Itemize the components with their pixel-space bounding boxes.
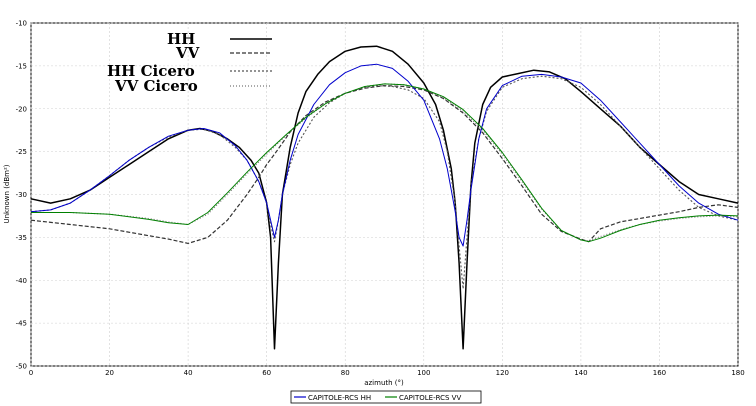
x-tick-label: 180 (731, 369, 744, 377)
x-tick-label: 120 (496, 369, 509, 377)
legend-capitole-hh-label: CAPITOLE-RCS HH (308, 394, 371, 402)
series-vv (30, 84, 739, 244)
x-tick-label: 80 (341, 369, 350, 377)
legend-vv-label: VV (175, 44, 200, 62)
y-tick-label: -10 (16, 20, 27, 28)
y-tick-label: -25 (16, 148, 27, 156)
y-tick-label: -35 (16, 234, 27, 242)
series-lines (30, 45, 739, 350)
x-tick-label: 40 (184, 369, 193, 377)
y-tick-label: -45 (16, 320, 27, 328)
legend-top: HH VV HH Cicero VV Cicero (107, 30, 272, 95)
legend-capitole-vv-label: CAPITOLE-RCS VV (399, 394, 461, 402)
x-axis-title: azimuth (°) (364, 379, 404, 387)
y-tick-label: -30 (16, 191, 27, 199)
y-tick-label: -20 (16, 105, 27, 113)
x-tick-label: 60 (262, 369, 271, 377)
legend-bottom: CAPITOLE-RCS HH CAPITOLE-RCS VV (290, 390, 482, 404)
x-tick-label: 0 (29, 369, 33, 377)
x-tick-label: 20 (105, 369, 114, 377)
legend-hh-cicero-label: HH Cicero (107, 62, 195, 80)
x-tick-labels: 0 20 40 60 80 100 120 140 160 180 (29, 369, 745, 377)
y-axis-title: Unknown (dBm²) (3, 164, 11, 223)
x-tick-label: 100 (417, 369, 430, 377)
y-tick-label: -15 (16, 62, 27, 70)
legend-hh-label: HH (167, 30, 195, 48)
y-tick-label: -50 (16, 363, 27, 371)
y-tick-label: -40 (16, 277, 27, 285)
x-tick-label: 140 (574, 369, 587, 377)
x-tick-label: 160 (653, 369, 666, 377)
series-capitole-rcs-vv (31, 83, 739, 243)
y-tick-labels: -10 -15 -20 -25 -30 -35 -40 -45 -50 (16, 20, 27, 371)
series-capitole-rcs-hh (30, 63, 739, 247)
legend-vv-cicero-label: VV Cicero (114, 77, 198, 95)
